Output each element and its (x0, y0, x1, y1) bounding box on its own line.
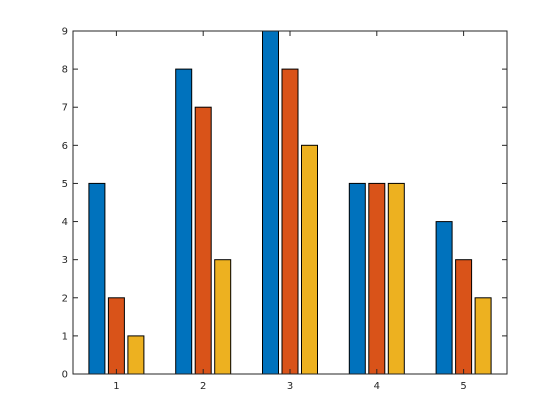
tick-labels-group: 1 2 3 4 5 0 1 2 3 4 5 6 7 8 9 (62, 27, 467, 393)
bar-series-3-category-4 (387, 182, 405, 375)
bar-series-2-category-5 (455, 259, 473, 375)
bar-series-3-category-2 (214, 259, 232, 375)
bar-series-2-category-2 (194, 106, 212, 375)
y-tick-label: 4 (62, 217, 68, 228)
x-tick-label: 3 (287, 381, 293, 392)
y-tick-label: 2 (62, 293, 68, 304)
y-tick-label: 0 (62, 370, 68, 381)
bar-series-3-category-1 (127, 335, 145, 375)
y-tick-label: 3 (62, 255, 68, 266)
bars-group (88, 30, 492, 375)
bar-series-3-category-5 (474, 297, 492, 375)
x-tick-label: 2 (200, 381, 206, 392)
bar-series-1-category-3 (262, 30, 279, 375)
x-tick-label: 4 (374, 381, 380, 392)
bar-series-2-category-3 (281, 68, 299, 375)
bar-series-1-category-2 (175, 68, 193, 375)
x-tick-label: 5 (460, 381, 466, 392)
ticks-group (73, 30, 507, 375)
y-tick-label: 7 (62, 103, 68, 114)
bar-series-2-category-4 (368, 182, 386, 375)
bar-series-1-category-5 (435, 221, 453, 375)
bar-series-2-category-1 (107, 297, 125, 375)
y-tick-label: 9 (62, 27, 68, 38)
y-tick-label: 1 (62, 331, 68, 342)
y-tick-label: 6 (62, 141, 68, 152)
y-tick-label: 8 (62, 65, 68, 76)
y-tick-label: 5 (62, 179, 68, 190)
bar-series-1-category-4 (348, 182, 366, 375)
bar-series-3-category-3 (301, 144, 318, 375)
x-tick-label: 1 (113, 381, 119, 392)
bar-series-1-category-1 (88, 182, 106, 375)
